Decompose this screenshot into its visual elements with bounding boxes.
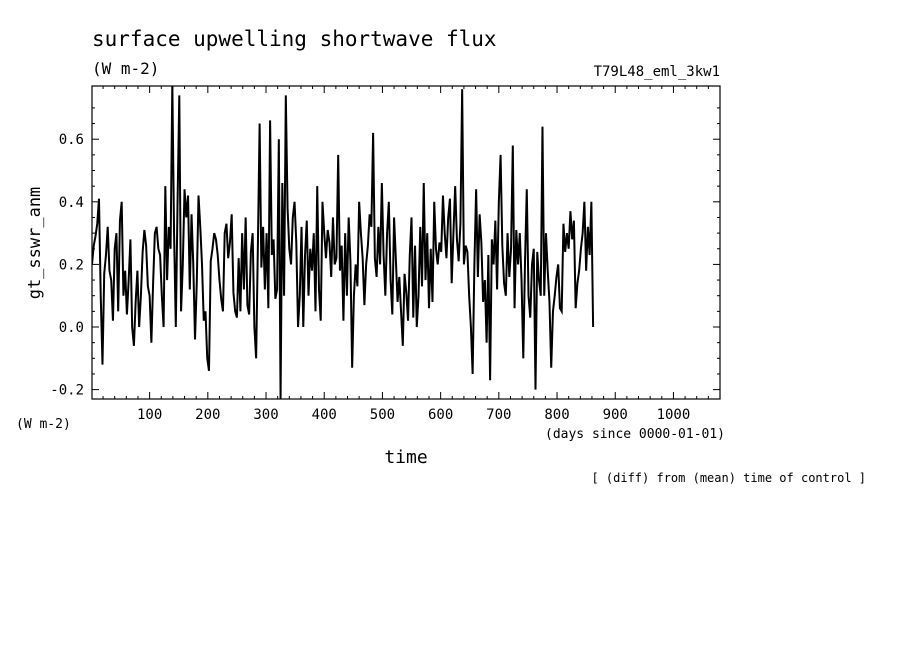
y-axis-ticks: -0.2 0.0 0.2 0.4 0.6 — [50, 107, 720, 399]
x-axis-unit: (days since 0000-01-01) — [545, 427, 725, 442]
chart-subtitle: (W m-2) — [92, 59, 159, 78]
x-tick-label: 400 — [312, 407, 337, 423]
y-tick-label: 0.6 — [59, 132, 84, 148]
y-axis-unit: (W m-2) — [16, 417, 71, 432]
x-tick-label: 500 — [370, 407, 395, 423]
series-line-0 — [92, 86, 595, 399]
y-tick-label: 0.2 — [59, 257, 84, 273]
x-tick-label: 300 — [253, 407, 278, 423]
series-layer — [92, 86, 595, 399]
chart-title: surface upwelling shortwave flux — [92, 27, 497, 51]
x-tick-label: 700 — [486, 407, 511, 423]
plot-frame — [91, 85, 721, 400]
x-tick-label: 1000 — [657, 407, 691, 423]
x-tick-label: 900 — [603, 407, 628, 423]
x-tick-label: 100 — [137, 407, 162, 423]
x-tick-label: 200 — [195, 407, 220, 423]
x-axis-ticks: 100 200 300 400 500 600 700 800 900 1000 — [102, 86, 709, 423]
y-tick-label: 0.0 — [59, 320, 84, 336]
x-tick-label: 600 — [428, 407, 453, 423]
y-tick-label: 0.4 — [59, 195, 84, 211]
run-label: T79L48_eml_3kw1 — [594, 64, 720, 80]
x-tick-label: 800 — [544, 407, 569, 423]
y-tick-label: -0.2 — [50, 383, 84, 399]
comparison-note: [ (diff) from (mean) time of control ] — [591, 471, 866, 485]
y-axis-label: gt_sswr_anm — [25, 187, 45, 300]
x-axis-label: time — [384, 447, 427, 468]
